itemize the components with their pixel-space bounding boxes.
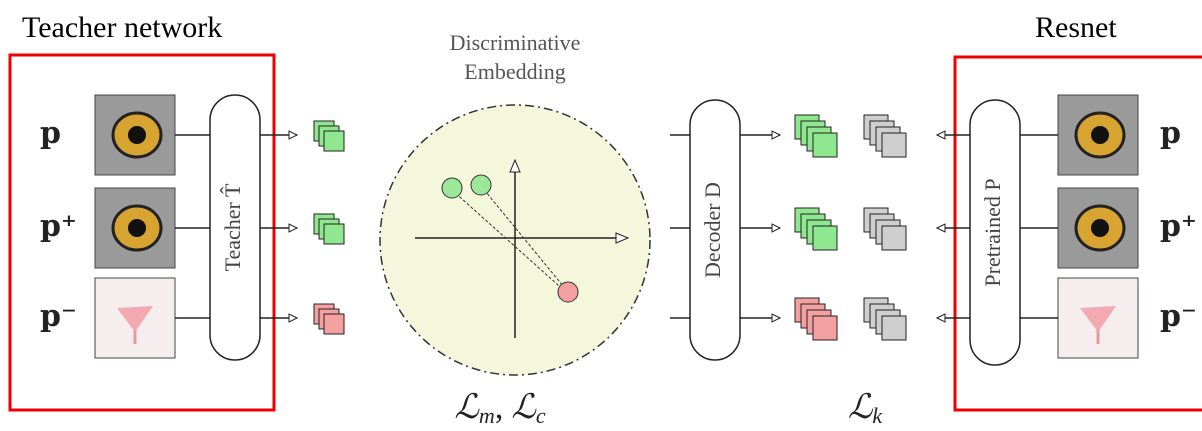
loss-sub: k xyxy=(872,403,883,428)
arrowhead xyxy=(772,224,780,232)
arrowhead xyxy=(937,224,945,232)
pupil xyxy=(1091,126,1109,144)
arrowhead xyxy=(937,314,945,322)
module-label: Pretrained P xyxy=(980,178,1005,286)
feature-cube xyxy=(813,316,837,340)
module-label: Teacher T̂ xyxy=(220,183,245,271)
embedding-point xyxy=(442,178,462,198)
loss-sub: c xyxy=(536,403,546,428)
input-label: p⁻ xyxy=(40,299,77,334)
feature-cube xyxy=(324,314,344,334)
arrowhead xyxy=(772,131,780,139)
embedding-point xyxy=(558,282,578,302)
arrowhead xyxy=(289,224,297,232)
feature-cube xyxy=(882,133,906,157)
arrowhead xyxy=(772,314,780,322)
feature-cube xyxy=(324,224,344,244)
input-label: p xyxy=(40,116,61,151)
embedding-title: Embedding xyxy=(464,59,565,84)
pupil xyxy=(128,126,146,144)
loss-sub: m xyxy=(479,403,495,428)
embedding-title: Discriminative xyxy=(450,30,581,55)
arrowhead xyxy=(289,314,297,322)
feature-cube xyxy=(813,133,837,157)
loss-symbol: ℒ xyxy=(511,389,537,426)
pupil xyxy=(128,219,146,237)
feature-cube xyxy=(882,316,906,340)
loss-separator: , xyxy=(495,389,504,426)
right-title: Resnet xyxy=(1035,11,1117,44)
input-label: p xyxy=(1160,116,1181,151)
decoder-loss: ℒk xyxy=(848,389,884,428)
left-title: Teacher network xyxy=(22,11,222,44)
arrowhead xyxy=(289,131,297,139)
embedding-loss: ℒm,ℒc xyxy=(454,389,545,428)
diagram: Teacher network Resnet Discriminative Em… xyxy=(0,0,1202,431)
embedding-point xyxy=(471,175,491,195)
pupil xyxy=(1091,219,1109,237)
input-label: p⁺ xyxy=(1160,209,1197,244)
input-label: p⁺ xyxy=(40,209,77,244)
arrowhead xyxy=(937,131,945,139)
loss-symbol: ℒ xyxy=(454,389,480,426)
module-label: Decoder D xyxy=(700,182,725,278)
input-label: p⁻ xyxy=(1160,299,1197,334)
feature-cube xyxy=(324,131,344,151)
feature-cube xyxy=(813,226,837,250)
feature-cube xyxy=(882,226,906,250)
loss-symbol: ℒ xyxy=(848,389,874,426)
